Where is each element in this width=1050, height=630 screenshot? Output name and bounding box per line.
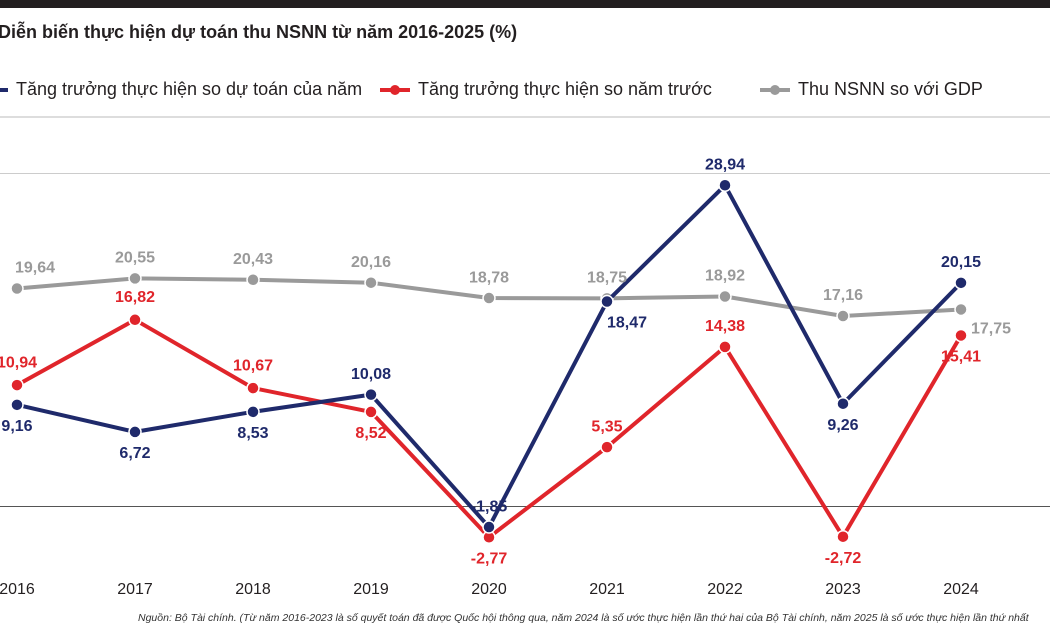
value-label: 8,52	[355, 425, 386, 442]
x-tick-label: 2021	[589, 581, 625, 598]
point	[482, 291, 496, 305]
point	[364, 405, 378, 419]
point	[10, 281, 24, 296]
value-label: 9,16	[1, 418, 32, 435]
point	[954, 328, 968, 343]
value-label: -2,77	[471, 550, 508, 567]
value-label: 28,94	[705, 156, 745, 173]
x-tick-label: 2019	[353, 581, 389, 598]
value-label: 18,75	[587, 270, 627, 287]
point	[600, 440, 614, 454]
legend-marker	[770, 85, 780, 95]
top-bar	[0, 0, 1050, 8]
value-label: 10,08	[351, 366, 391, 383]
point	[836, 396, 850, 411]
value-label: 20,43	[233, 251, 273, 268]
point	[246, 272, 260, 287]
point	[718, 340, 732, 354]
point	[836, 309, 850, 323]
value-label: 20,15	[941, 254, 981, 271]
value-label: 20,55	[115, 250, 155, 267]
point	[364, 387, 378, 402]
x-tick-label: 2018	[235, 581, 271, 598]
point	[600, 294, 614, 309]
value-label: 6,72	[119, 445, 150, 462]
x-tick-label: 2016	[0, 581, 35, 598]
value-label: 20,16	[351, 254, 391, 271]
point	[954, 302, 968, 317]
point	[718, 289, 732, 304]
value-label: 8,53	[237, 425, 268, 442]
x-tick-label: 2023	[825, 581, 861, 598]
point	[10, 378, 24, 392]
point	[246, 405, 260, 419]
value-label: 15,41	[941, 349, 981, 366]
point	[128, 313, 142, 327]
legend-label: Tăng trưởng thực hiện so năm trước	[418, 79, 712, 99]
point	[482, 520, 496, 534]
point	[954, 276, 968, 290]
point	[128, 271, 142, 286]
point	[246, 381, 260, 395]
point	[718, 178, 732, 193]
x-tick-label: 2022	[707, 581, 743, 598]
value-label: 18,78	[469, 269, 509, 286]
value-label: 17,75	[971, 321, 1011, 338]
x-tick-label: 2017	[117, 581, 153, 598]
value-label: -1,85	[471, 498, 508, 515]
x-tick-label: 2020	[471, 581, 507, 598]
point	[10, 398, 24, 412]
value-label: 18,47	[607, 315, 647, 332]
value-label: 10,94	[0, 354, 37, 371]
value-label: 9,26	[827, 417, 858, 434]
point	[364, 275, 378, 290]
value-label: 18,92	[705, 268, 745, 285]
legend-label: Tăng trưởng thực hiện so dự toán của năm	[16, 79, 362, 99]
source-note: Nguồn: Bộ Tài chính. (Từ năm 2016-2023 l…	[138, 612, 1030, 624]
value-label: 10,67	[233, 357, 273, 374]
series-line	[16, 183, 963, 530]
legend-marker	[390, 85, 400, 95]
chart-title: Diễn biến thực hiện dự toán thu NSNN từ …	[0, 21, 517, 42]
x-tick-label: 2024	[943, 581, 979, 598]
value-label: 14,38	[705, 318, 745, 335]
point	[836, 529, 850, 544]
legend-label: Thu NSNN so với GDP	[798, 79, 983, 99]
value-label: 5,35	[591, 418, 622, 435]
value-label: -2,72	[825, 550, 862, 567]
value-label: 17,16	[823, 287, 863, 304]
value-label: 19,64	[15, 260, 55, 277]
point	[128, 425, 142, 439]
value-label: 16,82	[115, 289, 155, 306]
